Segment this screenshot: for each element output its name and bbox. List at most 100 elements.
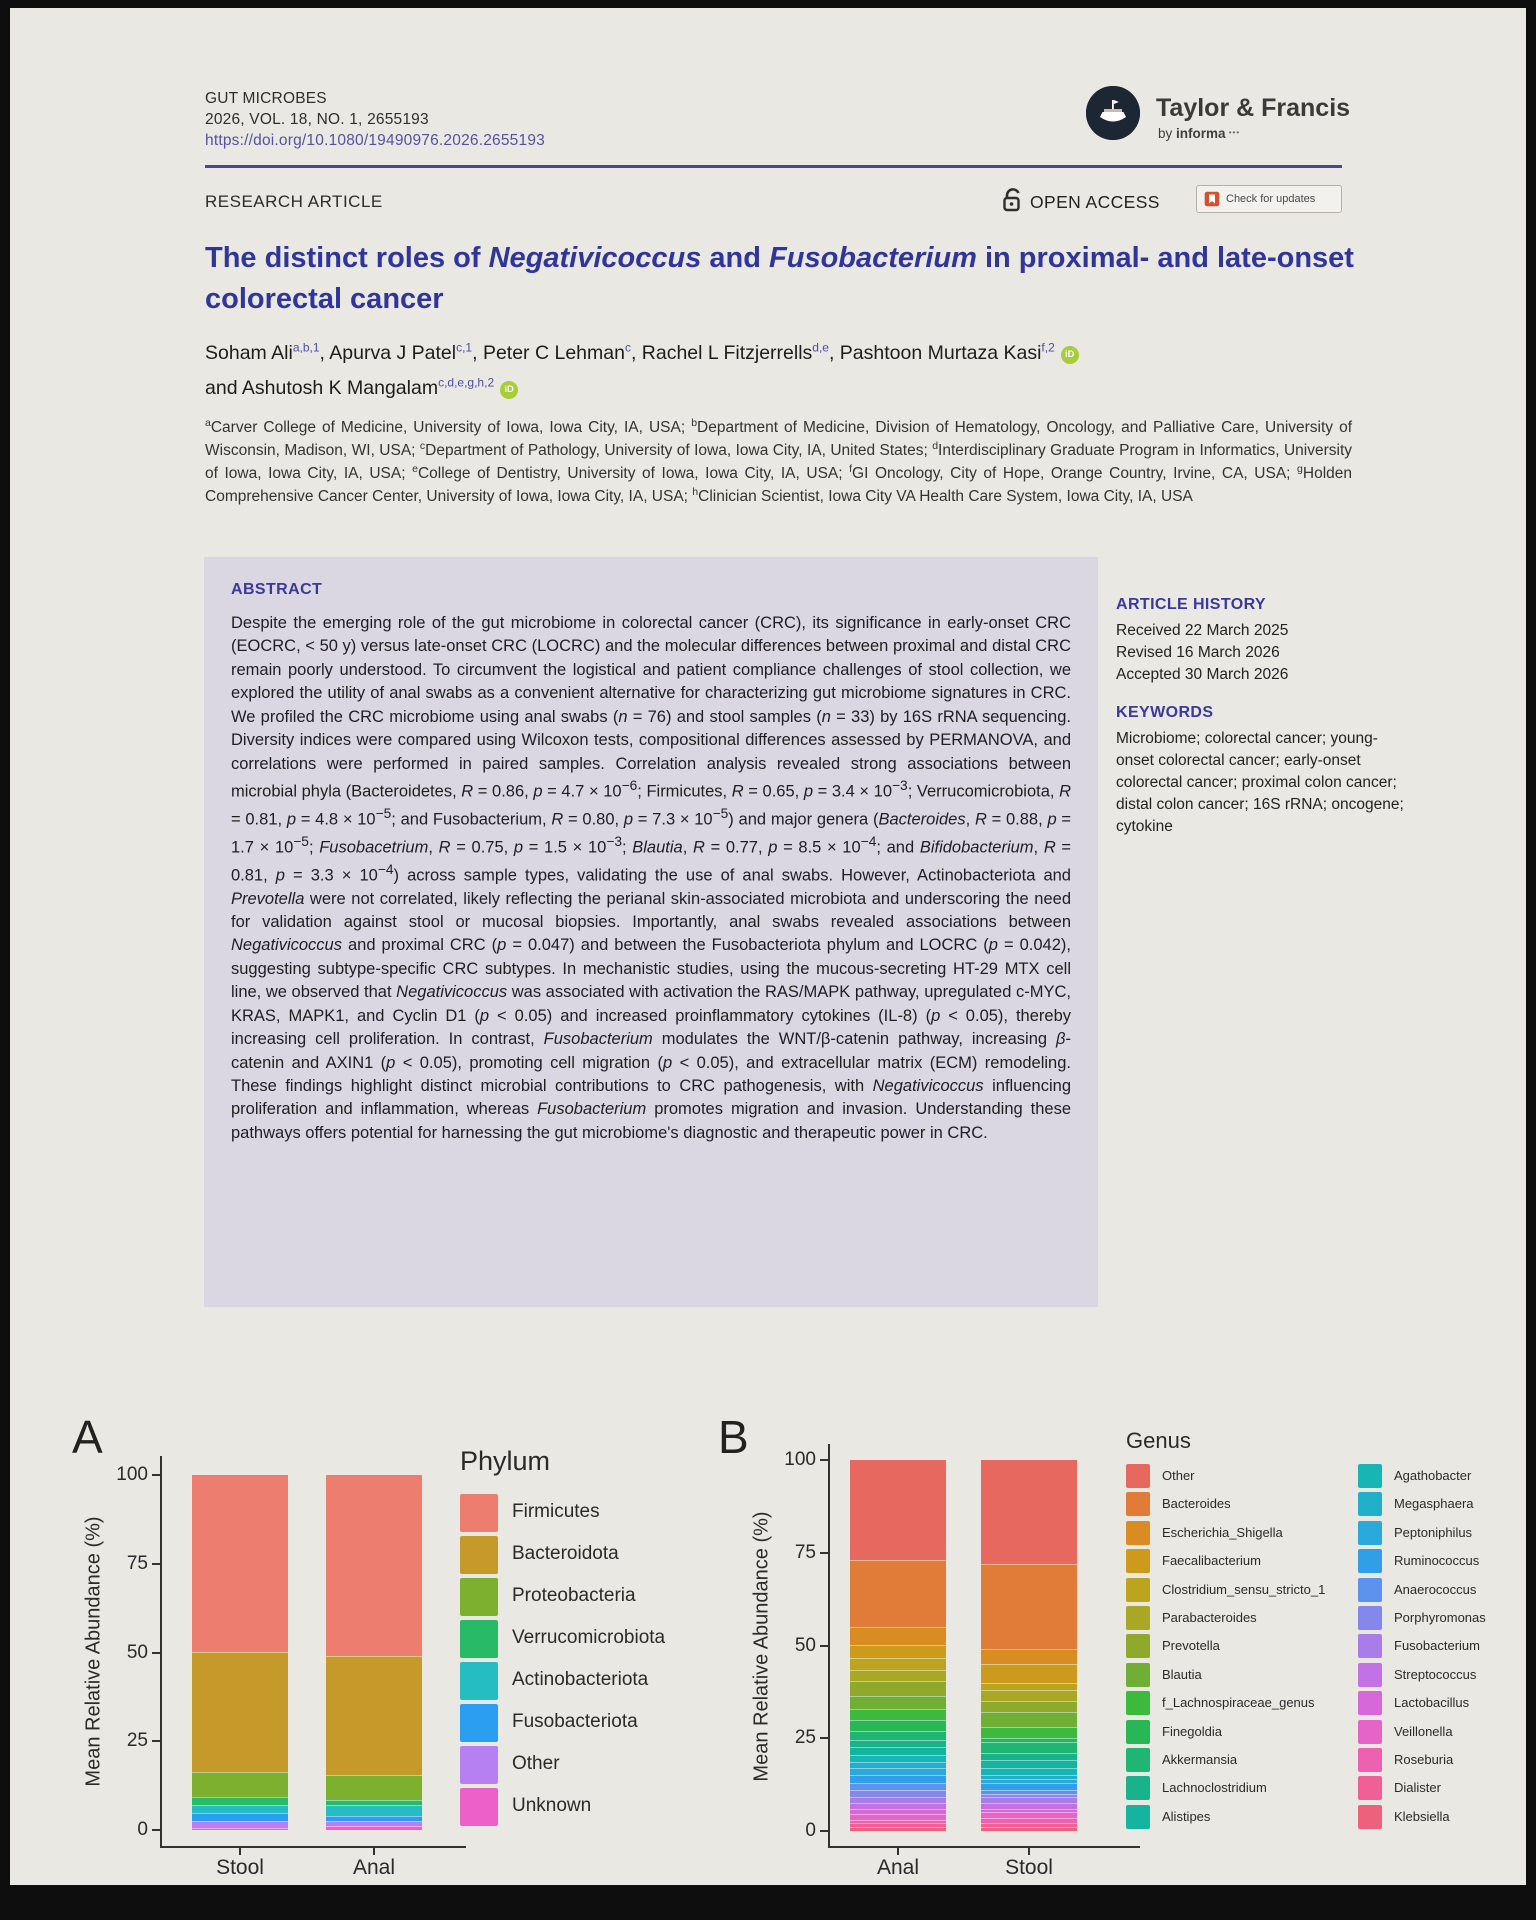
legend-label-f_lachnospiraceae_genus: f_Lachnospiraceae_genus: [1162, 1695, 1315, 1711]
legend-label-roseburia: Roseburia: [1394, 1751, 1454, 1767]
legend-title: Genus: [1126, 1428, 1191, 1453]
segment-f_lachnospiraceae_genus: [981, 1727, 1077, 1739]
stacked-bar-anal: [850, 1460, 946, 1831]
legend-swatch-streptococcus: [1358, 1662, 1382, 1687]
y-tick-mark: [152, 1829, 160, 1831]
stacked-bar-stool: [192, 1475, 288, 1830]
journal-name: GUT MICROBES: [205, 90, 327, 107]
segment-parabacteroides: [981, 1689, 1077, 1702]
segment-bacteroidota: [326, 1656, 422, 1775]
segment-faecalibacterium: [981, 1664, 1077, 1683]
y-tick-label: 50: [794, 1634, 816, 1656]
x-category-label: Anal: [352, 1856, 396, 1879]
segment-dialister: [981, 1823, 1077, 1828]
legend-swatch-unknown: [460, 1788, 498, 1826]
segment-lactobacillus: [981, 1808, 1077, 1813]
segment-bacteroides: [850, 1560, 946, 1627]
abstract-heading: ABSTRACT: [231, 581, 323, 598]
legend-label-prevotella: Prevotella: [1162, 1638, 1220, 1654]
legend-swatch-finegoldia: [1126, 1719, 1150, 1744]
legend-swatch-clostridium_sensu_stricto_1: [1126, 1577, 1150, 1602]
orcid-icon[interactable]: iD: [500, 381, 519, 400]
y-tick-label: 75: [794, 1541, 816, 1563]
segment-proteobacteria: [192, 1772, 288, 1798]
legend-swatch-escherichia_shigella: [1126, 1520, 1150, 1545]
segment-alistipes: [850, 1747, 946, 1755]
y-axis-line: [828, 1444, 830, 1848]
segment-akkermansia: [850, 1730, 946, 1741]
taylor-francis-logo-icon: [1086, 86, 1140, 140]
segment-fusobacteriota: [326, 1815, 422, 1822]
segment-porphyromonas: [850, 1790, 946, 1798]
segment-actinobacteriota: [326, 1805, 422, 1816]
segment-other: [981, 1460, 1077, 1564]
legend-label-klebsiella: Klebsiella: [1394, 1808, 1450, 1824]
legend-label-clostridium_sensu_stricto_1: Clostridium_sensu_stricto_1: [1162, 1581, 1326, 1597]
legend-label-fusobacterium: Fusobacterium: [1394, 1638, 1480, 1654]
segment-proteobacteria: [326, 1774, 422, 1800]
legend-label-lachnoclostridium: Lachnoclostridium: [1162, 1780, 1267, 1796]
segment-prevotella: [981, 1701, 1077, 1713]
y-tick-label: 25: [794, 1727, 816, 1749]
legend-swatch-akkermansia: [1126, 1748, 1150, 1772]
open-access-lock-icon: [1002, 187, 1025, 213]
segment-akkermansia: [981, 1741, 1077, 1754]
legend-label-agathobacter: Agathobacter: [1394, 1467, 1472, 1483]
check-for-updates-badge[interactable]: Check for updates: [1196, 185, 1342, 213]
segment-porphyromonas: [981, 1793, 1077, 1798]
abstract-text: Despite the emerging role of the gut mic…: [231, 614, 1072, 1142]
segment-clostridium_sensu_stricto_1: [981, 1682, 1077, 1690]
abstract-box: ABSTRACT Despite the emerging role of th…: [204, 557, 1098, 1307]
y-tick-mark: [820, 1644, 828, 1647]
orcid-icon[interactable]: iD: [1060, 346, 1079, 364]
header-divider: [205, 165, 1342, 168]
segment-actinobacteriota: [192, 1805, 288, 1814]
legend-label-actinobacteriota: Actinobacteriota: [512, 1669, 649, 1691]
segment-klebsiella: [981, 1827, 1077, 1831]
legend-label-other: Other: [1162, 1467, 1195, 1483]
segment-fusobacterium: [850, 1797, 946, 1803]
legend-swatch-prevotella: [1126, 1634, 1150, 1659]
y-tick-mark: [820, 1830, 828, 1832]
y-tick-mark: [820, 1551, 828, 1554]
legend-swatch-bacteroidota: [460, 1536, 498, 1574]
y-tick-label: 0: [137, 1819, 148, 1840]
segment-bacteroidota: [192, 1651, 288, 1773]
stacked-bar-stool: [981, 1460, 1077, 1831]
legend-swatch-other: [1126, 1464, 1150, 1488]
segment-agathobacter: [981, 1767, 1077, 1776]
legend-label-other: Other: [512, 1753, 560, 1775]
legend-label-dialister: Dialister: [1394, 1780, 1441, 1796]
y-tick-label: 50: [126, 1641, 148, 1663]
y-tick-mark: [152, 1651, 160, 1654]
legend-swatch-roseburia: [1358, 1748, 1382, 1772]
crossmark-icon: [1204, 191, 1220, 207]
keywords-text: Microbiome; colorectal cancer; young-ons…: [1116, 730, 1404, 835]
legend-swatch-klebsiella: [1358, 1804, 1382, 1829]
segment-fusobacterium: [981, 1797, 1077, 1804]
segment-other: [326, 1821, 422, 1827]
segment-lachnoclostridium: [981, 1753, 1077, 1761]
legend-swatch-megasphaera: [1358, 1492, 1382, 1517]
y-tick-mark: [820, 1737, 828, 1740]
legend-swatch-porphyromonas: [1358, 1606, 1382, 1630]
affiliations: aCarver College of Medicine, University …: [205, 417, 1353, 505]
segment-verrucomicrobiota: [192, 1797, 288, 1806]
segment-veillonella: [981, 1812, 1077, 1818]
segment-streptococcus: [850, 1803, 946, 1809]
segment-clostridium_sensu_stricto_1: [850, 1658, 946, 1670]
segment-alistipes: [981, 1760, 1077, 1768]
legend-swatch-actinobacteriota: [460, 1662, 498, 1700]
legend-label-veillonella: Veillonella: [1394, 1723, 1453, 1739]
x-category-label: Stool: [1005, 1856, 1053, 1879]
legend-label-alistipes: Alistipes: [1162, 1808, 1211, 1824]
segment-finegoldia: [850, 1719, 946, 1731]
legend-swatch-bacteroides: [1126, 1492, 1150, 1517]
legend-swatch-lactobacillus: [1358, 1691, 1382, 1716]
x-tick-mark: [897, 1848, 899, 1855]
doi-link[interactable]: https://doi.org/10.1080/19490976.2026.26…: [205, 132, 545, 149]
x-axis-line: [828, 1846, 1140, 1848]
segment-unknown: [192, 1828, 288, 1830]
segment-ruminococcus: [981, 1782, 1077, 1791]
legend-swatch-agathobacter: [1358, 1464, 1382, 1488]
